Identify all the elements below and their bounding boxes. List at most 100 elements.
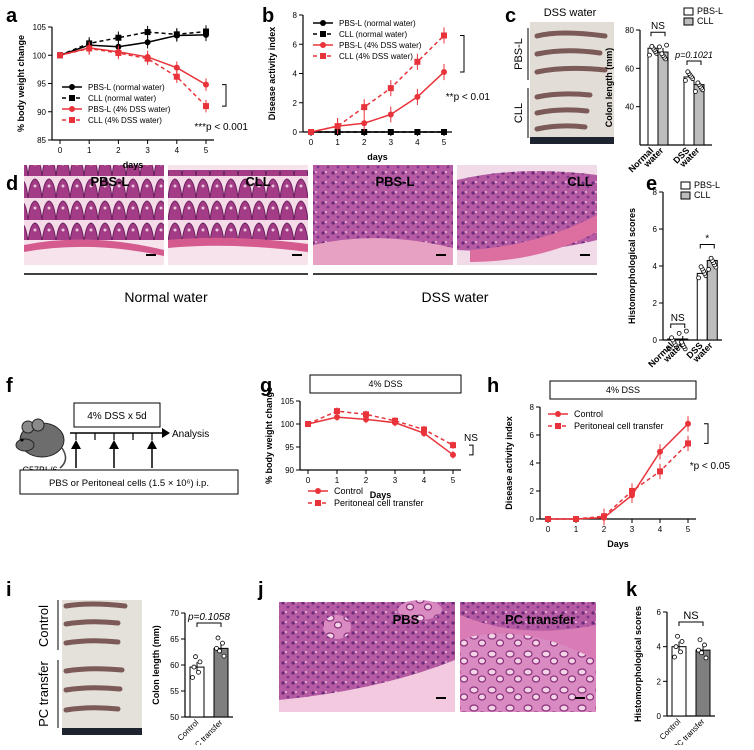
analysis-label: Analysis [172,429,209,440]
y-tick-label-b-1: 2 [293,99,298,108]
legend-label-b-2: PBS-L (4% DSS water) [339,41,422,50]
x-axis-title-h: Days [607,539,629,549]
series-line-g-0 [307,416,454,456]
x-tick-label-b-4: 4 [415,138,420,147]
histology-image-3 [313,165,453,265]
x-tick-label-a-2: 2 [116,146,121,155]
y-tick-label-b-4: 8 [293,11,298,20]
panel-label-g: g [260,375,272,397]
dot-c-0-0-0 [647,52,652,58]
dot-k-1-0 [696,647,701,653]
title-g: 4% DSS [368,379,402,389]
y-tick-label-a-0: 85 [37,136,46,145]
dot-c-1-1-5 [695,80,701,86]
chart-g: 90 95 100 105 0 1 2 3 4 5 Days % body weight change… [264,374,478,508]
point-g-1-1 [334,408,340,415]
histology-image-1 [24,165,164,265]
x-axis-title-g: Days [370,490,392,500]
legend-label-a-0: PBS-L (normal water) [88,83,165,92]
dot-k-0-3 [679,639,685,644]
dot-k-0-1 [678,649,683,655]
y-tick-label-b-3: 6 [293,40,298,49]
point-b-2-4 [414,93,421,100]
legend-label-h-0: Control [574,409,603,419]
x-tick-label-a-1: 1 [87,146,92,155]
x-tick-label-b-2: 2 [362,138,367,147]
photo-label-pbs-l: PBS-L [513,38,525,70]
injection-label: PBS or Peritoneal cells (1.5 × 10⁶) i.p. [49,478,209,489]
x-tick-label-g-5: 5 [451,476,456,485]
panel-label-a: a [6,5,18,27]
y-tick-label-h-3: 6 [530,431,535,440]
legend-label-a-3: CLL (4% DSS water) [88,116,162,125]
dot-c-1-1-0 [693,89,698,94]
annotation-e-0: NS [671,313,685,324]
panel-label-d: d [6,173,18,195]
legend-label-c-1: CLL [697,16,714,26]
x-tick-label-g-1: 1 [335,476,340,485]
y-tick-label-i-2: 60 [170,661,179,670]
bar-i-1 [213,647,229,718]
point-a-0-3 [144,39,151,46]
legend-label-g-0: Control [334,486,363,496]
y-axis-title-i: Colon length (mm) [151,625,161,705]
i-colon-specimens [63,601,128,713]
bar-c-0-0 [647,47,659,146]
point-g-1-5 [450,442,456,449]
j-image-1 [279,600,455,712]
point-a-3-0 [57,52,63,59]
y-tick-label-c-1: 60 [625,64,634,73]
dot-k-1-3 [703,655,709,661]
histology-image-2 [168,165,308,265]
y-tick-label-a-4: 105 [33,23,47,32]
sig-bracket-e-0 [670,323,686,328]
point-b-3-2 [361,104,368,111]
panel-c-photo-title: DSS water [544,7,597,19]
point-b-1-2 [361,129,368,135]
y-axis-title-e: Histomorphological scores [627,208,637,324]
dot-e-0-0-0 [666,346,672,352]
panel-label-h: h [487,375,499,397]
point-b-3-5 [441,32,447,39]
panel-label-j: j [257,579,264,601]
point-b-1-4 [414,129,421,135]
y-axis-title-c: Colon length (mm) [604,48,614,128]
point-g-1-4 [421,426,427,433]
x-tick-label-b-3: 3 [389,138,394,147]
legend-label-b-1: CLL (normal water) [339,30,408,39]
dot-e-0-1-5 [679,339,684,345]
series-line-g-1 [307,410,454,446]
legend-label-g-1: Peritoneal cell transfer [334,498,424,508]
sig-bracket-i [196,622,222,627]
legend-marker-g-1 [315,500,321,506]
dot-i-0-0 [190,675,195,680]
timeline-arrowhead [162,428,170,438]
point-h-1-0 [545,516,551,522]
legend-label-a-1: CLL (normal water) [88,94,157,103]
y-tick-label-k-0: 0 [657,712,662,721]
dot-c-1-0-0 [683,78,688,83]
point-a-1-5 [203,28,209,35]
dot-c-0-1-1 [664,42,669,48]
sig-bracket-a [222,84,227,107]
i-photo-label-control: Control [36,605,51,647]
injection-arrowheads [71,440,157,449]
point-b-3-0 [308,129,314,135]
series-line-a-0 [59,34,207,56]
point-g-1-3 [392,417,398,424]
point-a-1-3 [144,29,151,36]
legend-label-b-3: CLL (4% DSS water) [339,52,413,61]
legend-marker-a-0 [69,84,75,90]
legend-marker-b-2 [320,42,326,48]
legend-marker-a-1 [69,95,75,101]
dot-c-1-0-5 [685,69,691,75]
legend-label-e-1: CLL [694,190,711,200]
j-image-2 [460,602,596,712]
dss-box [73,402,161,428]
legend-marker-b-3 [320,53,326,59]
annotation-b: **p < 0.01 [446,92,491,103]
injection-arrows [75,446,153,468]
